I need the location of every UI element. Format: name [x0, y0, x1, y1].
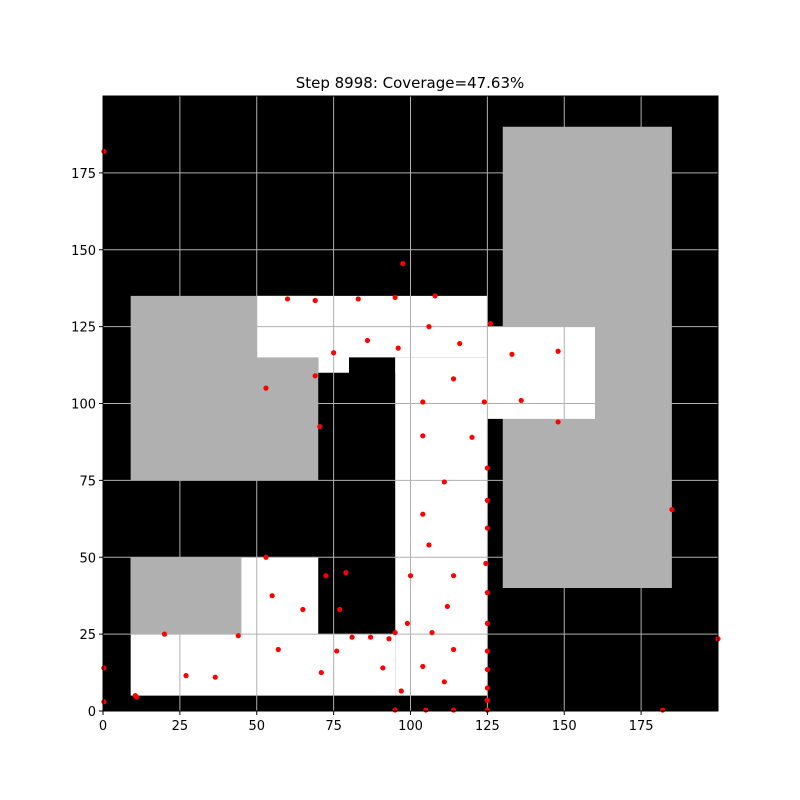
- data-point: [400, 260, 406, 267]
- data-point: [318, 669, 324, 676]
- data-point: [484, 697, 490, 703]
- data-point: [420, 663, 426, 670]
- data-point: [484, 497, 490, 503]
- data-point: [269, 593, 275, 599]
- data-point: [518, 397, 524, 404]
- data-point: [484, 465, 490, 471]
- data-point: [429, 629, 435, 636]
- data-point: [484, 590, 490, 596]
- scatter-points: [101, 148, 721, 713]
- data-point: [450, 646, 457, 653]
- data-point: [284, 296, 291, 302]
- data-point: [484, 648, 490, 654]
- x-tick-label: 0: [99, 719, 107, 734]
- data-point: [275, 646, 281, 653]
- data-point: [398, 688, 404, 694]
- data-point: [392, 294, 398, 301]
- x-tick-label: 25: [172, 719, 189, 734]
- x-tick-label: 75: [325, 719, 342, 734]
- data-point: [392, 707, 398, 713]
- x-tick-label: 175: [629, 719, 654, 734]
- data-point: [343, 570, 349, 576]
- data-point: [426, 324, 432, 330]
- data-point: [420, 433, 426, 439]
- data-point: [450, 376, 457, 382]
- data-point: [404, 620, 411, 626]
- data-point: [101, 665, 107, 671]
- data-point: [420, 399, 426, 405]
- data-point: [469, 434, 475, 440]
- x-axis-ticks: 0 25 50 75 100 125 150 175: [99, 711, 654, 734]
- y-tick-label: 150: [71, 244, 96, 259]
- data-point: [444, 603, 450, 610]
- y-tick-label: 100: [71, 398, 96, 413]
- plot-area: [101, 95, 721, 713]
- y-tick-label: 25: [79, 628, 96, 643]
- map-region-obstacle-9: [345, 557, 396, 635]
- data-point: [337, 606, 343, 613]
- data-point: [367, 634, 374, 640]
- data-point: [407, 573, 414, 579]
- y-tick-label: 75: [79, 474, 96, 489]
- data-point: [161, 631, 168, 637]
- data-point: [392, 629, 398, 636]
- data-point: [395, 345, 401, 351]
- data-point: [450, 573, 457, 579]
- map-region-covered-3: [395, 357, 488, 696]
- data-point: [509, 351, 515, 357]
- map-region-covered-7: [487, 326, 595, 419]
- data-point: [380, 665, 386, 671]
- data-point: [212, 674, 218, 680]
- data-point: [441, 679, 447, 685]
- data-point: [450, 707, 457, 713]
- data-point: [331, 350, 337, 356]
- data-point: [555, 348, 561, 354]
- data-point: [263, 385, 269, 391]
- data-point: [457, 340, 463, 347]
- data-point: [323, 573, 329, 579]
- data-point: [483, 560, 489, 567]
- data-point: [334, 648, 340, 654]
- data-point: [441, 479, 447, 485]
- data-point: [317, 423, 323, 430]
- data-point: [484, 685, 490, 691]
- chart-title: Step 8998: Coverage=47.63%: [296, 74, 525, 92]
- data-point: [420, 511, 426, 517]
- data-point: [134, 694, 140, 700]
- data-point: [484, 620, 490, 626]
- data-point: [349, 634, 355, 640]
- data-point: [423, 707, 429, 713]
- data-point: [432, 293, 438, 299]
- data-point: [101, 699, 107, 705]
- data-point: [669, 506, 675, 513]
- data-point: [487, 320, 494, 327]
- data-point: [426, 542, 432, 548]
- data-point: [355, 296, 361, 302]
- data-point: [101, 148, 107, 154]
- x-tick-label: 100: [398, 719, 423, 734]
- y-tick-label: 175: [71, 167, 96, 182]
- y-tick-label: 0: [88, 705, 96, 720]
- data-point: [386, 636, 392, 642]
- x-tick-label: 125: [475, 719, 500, 734]
- data-point: [484, 525, 490, 531]
- data-point: [300, 606, 306, 613]
- y-tick-label: 50: [79, 551, 96, 566]
- data-point: [312, 373, 318, 379]
- data-point: [183, 673, 189, 679]
- data-point: [555, 419, 561, 425]
- data-point: [484, 666, 490, 673]
- x-tick-label: 150: [552, 719, 577, 734]
- y-axis-ticks: 0 25 50 75 100 125 150 175: [71, 167, 103, 720]
- data-point: [235, 633, 241, 639]
- data-point: [481, 399, 487, 405]
- data-point: [263, 554, 269, 560]
- data-point: [312, 297, 318, 304]
- x-tick-label: 50: [248, 719, 265, 734]
- map-region-unexplored-5: [130, 557, 242, 635]
- y-tick-label: 125: [71, 321, 96, 336]
- data-point: [364, 337, 371, 344]
- data-point: [660, 707, 666, 713]
